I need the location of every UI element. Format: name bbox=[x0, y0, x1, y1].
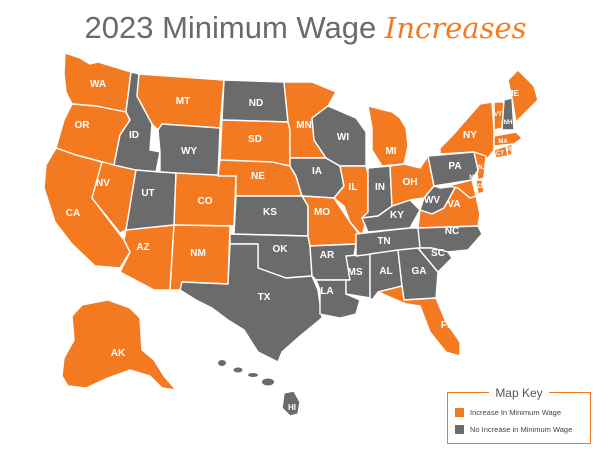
state-mi[interactable] bbox=[367, 105, 409, 167]
state-az[interactable] bbox=[119, 224, 175, 291]
state-ak[interactable] bbox=[61, 299, 177, 391]
state-label-pa: PA bbox=[448, 161, 461, 172]
map-title-main: 2023 Minimum Wage bbox=[84, 10, 377, 45]
state-md[interactable] bbox=[447, 179, 477, 199]
state-label-ga: GA bbox=[412, 266, 427, 277]
state-de[interactable] bbox=[475, 179, 485, 195]
state-label-ut: UT bbox=[141, 188, 154, 199]
state-label-hi: HI bbox=[288, 403, 296, 412]
state-tx[interactable] bbox=[179, 243, 323, 363]
state-label-mo: MO bbox=[314, 207, 330, 218]
map-title: 2023 Minimum Wage Increases bbox=[0, 10, 611, 46]
hawaii-island-molokai bbox=[248, 373, 258, 377]
state-label-az: AZ bbox=[136, 242, 149, 253]
map-key-label-increase: Increase In Minimum Wage bbox=[470, 408, 562, 417]
state-hi[interactable] bbox=[281, 390, 301, 417]
state-label-or: OR bbox=[75, 120, 91, 131]
hawaii-island-maui bbox=[262, 378, 274, 386]
state-label-nm: NM bbox=[190, 248, 206, 259]
state-label-ky: KY bbox=[390, 210, 404, 221]
state-label-nd: ND bbox=[249, 98, 263, 109]
state-label-vt: VT bbox=[494, 112, 502, 118]
map-key-item-increase: Increase In Minimum Wage bbox=[455, 408, 561, 417]
state-label-ms: MS bbox=[348, 267, 363, 278]
state-label-la: LA bbox=[320, 286, 333, 297]
state-nh[interactable] bbox=[501, 97, 515, 131]
legend-swatch-increase bbox=[455, 408, 464, 417]
state-label-ak: AK bbox=[111, 348, 126, 359]
state-label-sc: SC bbox=[431, 248, 445, 259]
state-label-ar: AR bbox=[320, 250, 335, 261]
state-label-co: CO bbox=[198, 196, 213, 207]
state-label-mi: MI bbox=[385, 146, 396, 157]
state-label-ri: RI bbox=[507, 147, 513, 153]
state-label-ne: NE bbox=[251, 171, 265, 182]
map-key-title: Map Key bbox=[448, 384, 590, 402]
state-label-ma: MA bbox=[498, 139, 508, 145]
map-key-label-no-increase: No Increase in Minimum Wage bbox=[470, 425, 573, 434]
state-label-ny: NY bbox=[463, 130, 477, 141]
state-nj[interactable] bbox=[473, 151, 487, 181]
map-title-accent: Increases bbox=[384, 11, 527, 45]
legend-swatch-no-increase bbox=[455, 425, 464, 434]
state-label-tn: TN bbox=[377, 236, 390, 247]
state-label-me: ME bbox=[507, 89, 520, 98]
map-key-title-text: Map Key bbox=[489, 386, 549, 400]
state-fl[interactable] bbox=[377, 285, 461, 357]
state-label-de: DE bbox=[478, 184, 486, 190]
state-label-mt: MT bbox=[176, 96, 190, 107]
state-label-sd: SD bbox=[248, 134, 262, 145]
state-label-mn: MN bbox=[296, 120, 312, 131]
state-label-nh: NH bbox=[504, 120, 513, 126]
state-label-id: ID bbox=[129, 130, 139, 141]
state-label-ia: IA bbox=[312, 166, 322, 177]
state-il[interactable] bbox=[333, 165, 369, 237]
state-label-ca: CA bbox=[66, 208, 80, 219]
state-label-wi: WI bbox=[337, 132, 349, 143]
state-label-oh: OH bbox=[403, 177, 418, 188]
state-label-va: VA bbox=[447, 199, 460, 210]
state-label-il: IL bbox=[349, 182, 358, 193]
state-label-md: MD bbox=[469, 175, 479, 181]
state-label-wy: WY bbox=[181, 146, 197, 157]
state-label-ok: OK bbox=[273, 244, 289, 255]
state-me[interactable] bbox=[507, 69, 539, 123]
state-label-wa: WA bbox=[90, 79, 106, 90]
state-label-ct: CT bbox=[496, 151, 504, 157]
state-label-fl: FL bbox=[441, 320, 453, 331]
state-label-al: AL bbox=[379, 266, 392, 277]
state-label-ks: KS bbox=[263, 207, 277, 218]
state-ma[interactable] bbox=[493, 131, 523, 147]
map-key: Map Key Increase In Minimum Wage No Incr… bbox=[447, 386, 591, 444]
hawaii-island-oahu bbox=[233, 367, 243, 373]
state-label-wv: WV bbox=[424, 195, 440, 206]
state-label-in: IN bbox=[375, 182, 385, 193]
state-label-nj: NJ bbox=[478, 165, 486, 171]
state-label-nc: NC bbox=[445, 226, 459, 237]
state-label-nv: NV bbox=[96, 178, 110, 189]
state-label-tx: TX bbox=[258, 292, 271, 303]
state-sc[interactable] bbox=[417, 247, 453, 273]
hawaii-island-kauai bbox=[218, 360, 226, 366]
map-key-item-no-increase: No Increase in Minimum Wage bbox=[455, 425, 572, 434]
